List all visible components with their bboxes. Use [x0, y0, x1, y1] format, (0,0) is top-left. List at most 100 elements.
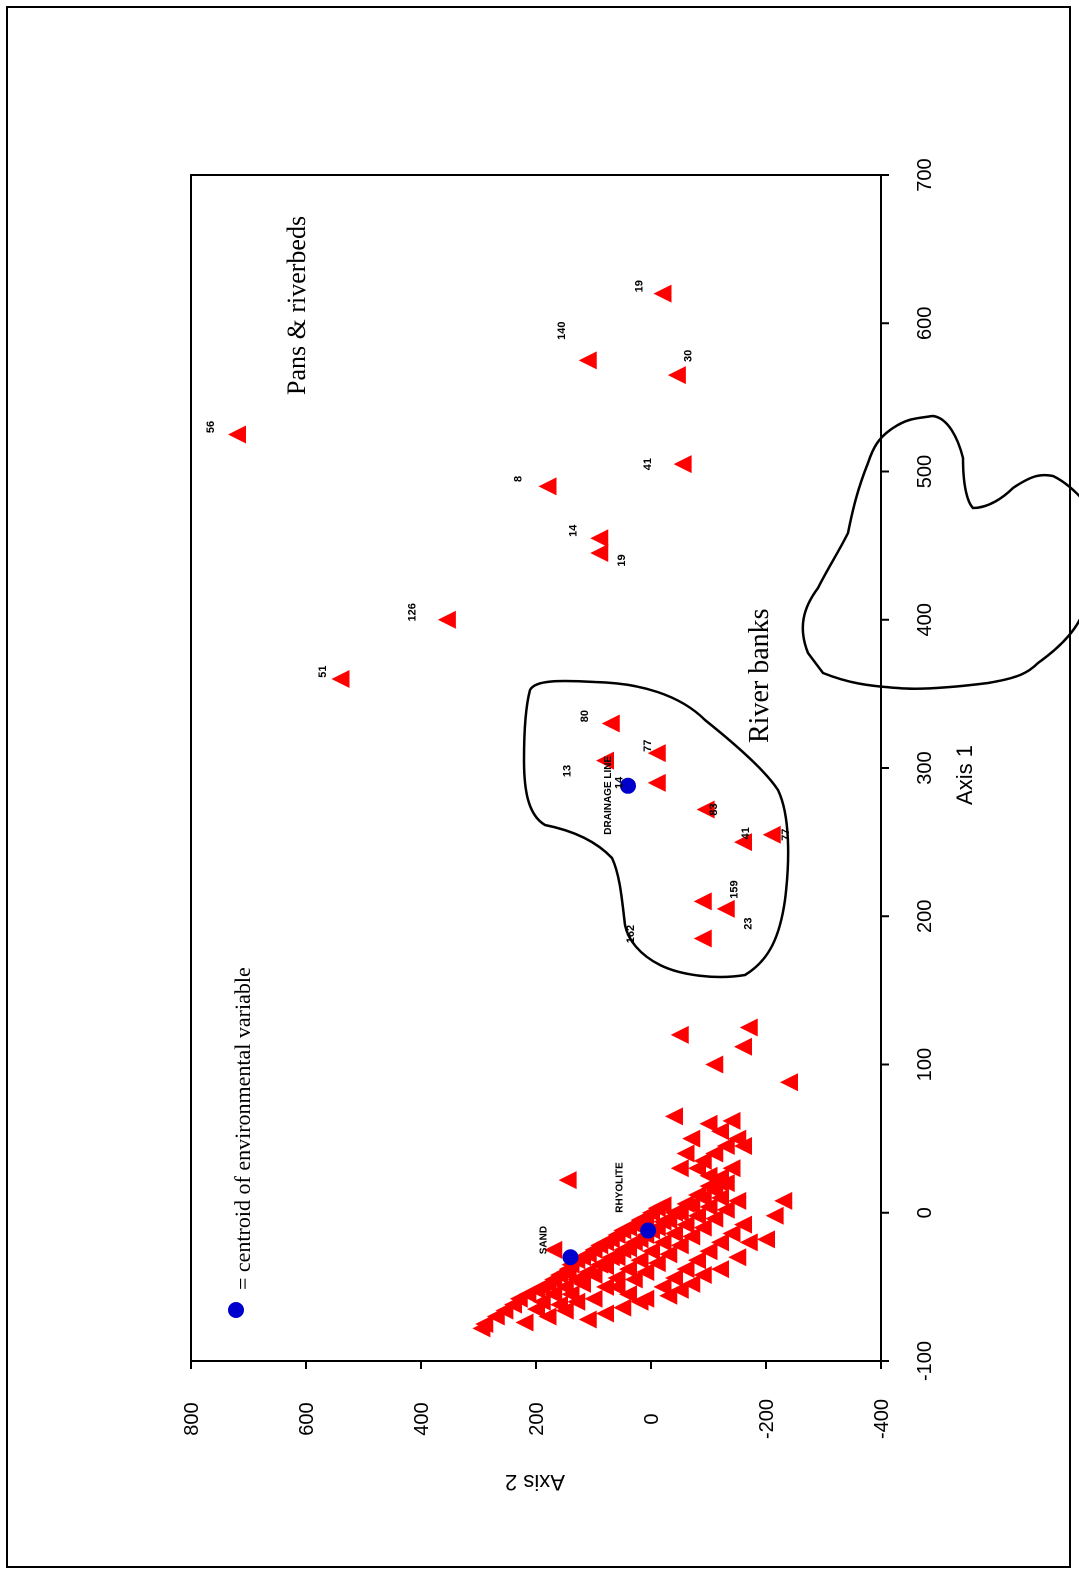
site-point: [624, 1270, 643, 1289]
site-point: [693, 1266, 712, 1285]
site-point: [728, 1191, 747, 1210]
y-tick-label: 400: [411, 1402, 433, 1435]
site-point: [228, 425, 246, 444]
site-point: [705, 1144, 724, 1163]
site-point: [722, 1159, 741, 1178]
x-tick-label: 200: [914, 900, 936, 933]
site-point: [544, 1285, 563, 1304]
x-tick-label: 600: [914, 307, 936, 340]
site-point: [573, 1270, 591, 1289]
site-point: [688, 1206, 706, 1225]
x-tick-label: 400: [914, 603, 936, 636]
site-point: [665, 1268, 683, 1287]
site-point: [642, 1242, 660, 1261]
site-point: [670, 1159, 689, 1178]
site-point: [762, 825, 781, 844]
site-label: 140: [556, 321, 568, 339]
site-point: [682, 1227, 701, 1246]
site-point: [665, 1107, 683, 1126]
legend-text: = centroid of environmental variable: [230, 967, 255, 1290]
site-point: [673, 455, 692, 474]
site-point: [619, 1260, 637, 1279]
site-point: [437, 610, 456, 629]
group-label-pans-riverbeds: Pans & riverbeds: [282, 216, 311, 395]
group-label-river-banks: River banks: [744, 608, 775, 743]
site-point: [699, 1197, 718, 1216]
site-point: [630, 1251, 649, 1270]
site-point: [682, 1129, 701, 1148]
site-point: [555, 1301, 574, 1320]
site-point: [647, 744, 666, 763]
y-tick-label: 200: [526, 1402, 548, 1435]
site-point: [667, 366, 686, 385]
pans-riverbeds-boundary: [801, 414, 1079, 690]
site-point: [711, 1233, 729, 1252]
site-point: [670, 1025, 689, 1044]
site-point: [670, 1236, 689, 1255]
site-point: [711, 1174, 729, 1193]
site-point: [538, 1307, 557, 1326]
site-label: 19: [616, 554, 628, 566]
site-label: 83: [708, 803, 720, 815]
site-point: [676, 1215, 695, 1234]
site-label: 51: [317, 666, 329, 678]
site-label: 162: [625, 925, 637, 943]
site-point: [722, 1224, 741, 1243]
site-point: [538, 477, 557, 496]
site-point: [636, 1263, 655, 1282]
centroid-point: [640, 1222, 657, 1239]
site-point: [774, 1191, 793, 1210]
y-tick-label: 600: [296, 1402, 318, 1435]
site-label: 41: [740, 827, 752, 839]
site-point: [716, 1200, 735, 1219]
river-banks-boundary: [522, 679, 790, 979]
figure-frame: [6, 6, 1071, 1568]
site-point: [716, 899, 735, 918]
site-point: [716, 1137, 735, 1156]
site-point: [544, 1240, 563, 1259]
site-point: [578, 1310, 597, 1329]
site-label: 13: [562, 765, 574, 777]
site-point: [601, 714, 620, 733]
site-label: 56: [205, 421, 217, 433]
site-label: 41: [642, 458, 654, 470]
site-point: [331, 670, 350, 689]
x-tick-label: 700: [914, 158, 936, 191]
site-point: [734, 1037, 752, 1056]
site-point: [659, 1245, 678, 1264]
site-point: [693, 1218, 712, 1237]
site-point: [693, 929, 712, 948]
site-point: [578, 351, 597, 370]
site-point: [676, 1194, 695, 1213]
site-point: [739, 1233, 758, 1252]
site-point: [670, 1280, 689, 1299]
legend-marker: [228, 1302, 244, 1318]
y-tick-label: -200: [756, 1399, 778, 1439]
y-tick-label: -400: [871, 1399, 893, 1439]
site-point: [653, 284, 672, 303]
site-point: [711, 1122, 729, 1141]
site-point: [676, 1144, 695, 1163]
env-variable-label: SAND: [538, 1226, 549, 1254]
x-tick-label: 300: [914, 751, 936, 784]
site-label: 77: [642, 740, 654, 752]
site-point: [596, 751, 614, 770]
site-label: 19: [633, 280, 645, 292]
y-tick-label: 0: [641, 1413, 663, 1424]
x-axis-title: Axis 1: [952, 745, 977, 805]
site-point: [584, 1266, 603, 1285]
site-point: [734, 833, 752, 852]
site-point: [596, 1304, 614, 1323]
site-point: [653, 1196, 672, 1215]
site-label: 126: [406, 603, 418, 621]
site-point: [613, 1298, 632, 1317]
env-variable-label: RHYOLITE: [614, 1162, 625, 1213]
site-point: [739, 1018, 758, 1037]
site-point: [693, 892, 712, 911]
site-label: 30: [682, 350, 694, 362]
site-point: [688, 1185, 706, 1204]
site-point: [647, 1254, 666, 1273]
site-label: 14: [613, 776, 625, 789]
site-point: [619, 1239, 637, 1258]
site-point: [734, 1137, 752, 1156]
